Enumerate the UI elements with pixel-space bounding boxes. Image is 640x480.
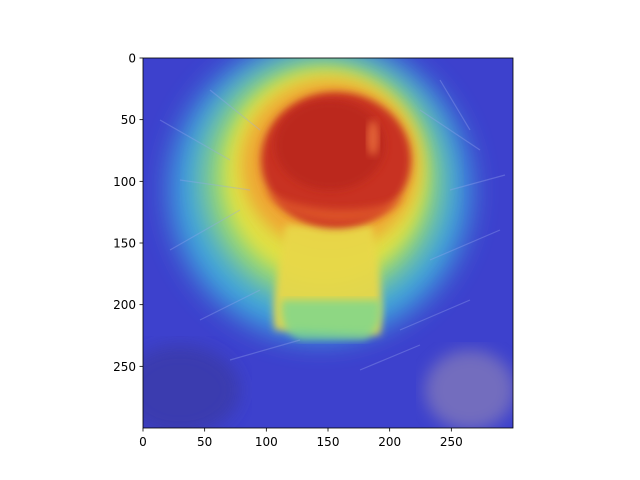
x-axis: 0 50 100 150 200 250 xyxy=(139,428,463,449)
y-axis: 0 50 100 150 200 250 xyxy=(113,52,143,374)
y-tick-label: 50 xyxy=(121,113,136,127)
x-tick-label: 200 xyxy=(378,435,401,449)
x-tick-label: 150 xyxy=(317,435,340,449)
y-tick-label: 0 xyxy=(128,52,136,66)
y-tick-label: 100 xyxy=(113,175,136,189)
x-tick-label: 0 xyxy=(139,435,147,449)
y-tick-label: 250 xyxy=(113,360,136,374)
y-tick-label: 200 xyxy=(113,298,136,312)
x-tick-label: 250 xyxy=(440,435,463,449)
heatmap-image xyxy=(143,58,513,428)
x-tick-label: 100 xyxy=(255,435,278,449)
y-tick-label: 150 xyxy=(113,237,136,251)
x-tick-label: 50 xyxy=(197,435,212,449)
